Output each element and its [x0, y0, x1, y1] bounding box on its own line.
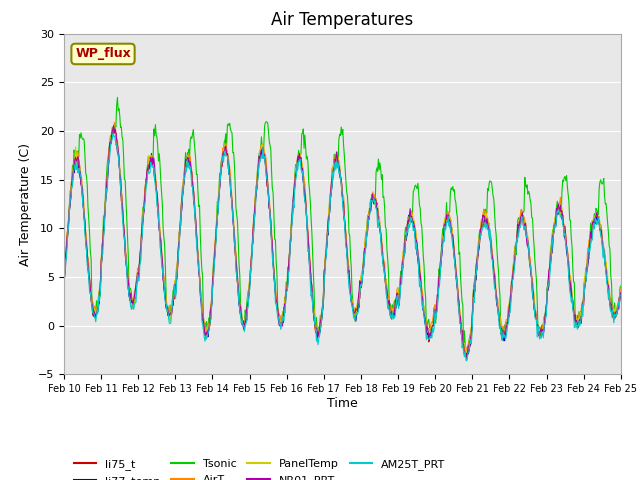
Y-axis label: Air Temperature (C): Air Temperature (C) — [19, 143, 33, 265]
Legend: li75_t, li77_temp, Tsonic, AirT, PanelTemp, NR01_PRT, AM25T_PRT: li75_t, li77_temp, Tsonic, AirT, PanelTe… — [70, 455, 449, 480]
Title: Air Temperatures: Air Temperatures — [271, 11, 413, 29]
Text: WP_flux: WP_flux — [75, 48, 131, 60]
X-axis label: Time: Time — [327, 397, 358, 410]
